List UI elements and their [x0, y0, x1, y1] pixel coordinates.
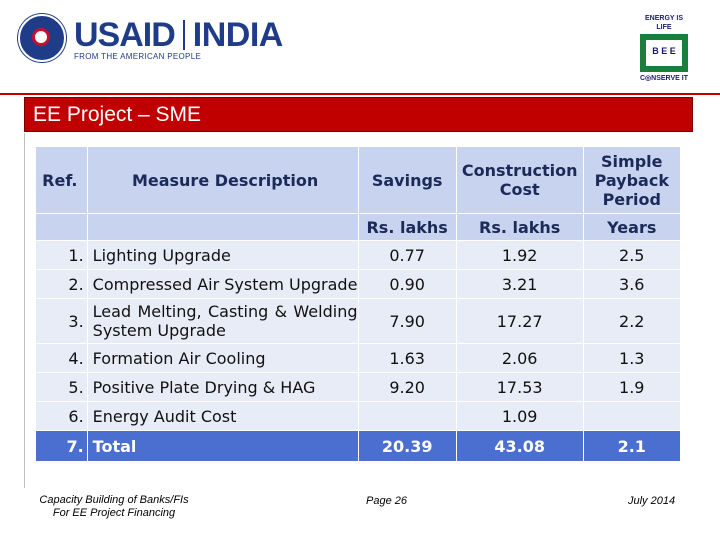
row-ref: 4. [35, 343, 88, 373]
row-description: Positive Plate Drying & HAG [86, 372, 359, 402]
row-payback [582, 401, 682, 431]
brand-tagline: FROM THE AMERICAN PEOPLE [74, 51, 202, 61]
usaid-wordmark: USAID INDIA FROM THE AMERICAN PEOPLE [74, 16, 283, 61]
row-payback: 1.3 [582, 343, 682, 373]
brand-country: INDIA [192, 15, 284, 54]
row-description: Formation Air Cooling [86, 343, 359, 373]
row-description: Energy Audit Cost [86, 401, 359, 431]
table-row: 5. Positive Plate Drying & HAG 9.20 17.5… [35, 372, 682, 402]
header-ref: Ref. [35, 146, 88, 214]
footer-date: July 2014 [628, 495, 676, 507]
header-construction-cost: Construction Cost [455, 146, 584, 214]
row-cost: 1.09 [455, 401, 584, 431]
row-savings [357, 401, 457, 431]
brand-primary: USAID [74, 15, 176, 54]
bee-top-text: ENERGY IS LIFE [645, 15, 683, 31]
row-payback: 3.6 [582, 269, 682, 299]
total-cost: 43.08 [455, 430, 584, 462]
header-description: Measure Description [86, 146, 359, 214]
unit-construction-cost: Rs. lakhs [455, 213, 584, 241]
header-savings: Savings [357, 146, 457, 214]
row-payback: 2.5 [582, 240, 682, 270]
row-cost: 17.53 [455, 372, 584, 402]
total-payback: 2.1 [582, 430, 682, 462]
footer-program-line2: For EE Project Financing [52, 507, 176, 519]
row-cost: 3.21 [455, 269, 584, 299]
usaid-seal-icon [18, 14, 66, 62]
table-units-row: Rs. lakhs Rs. lakhs Years [35, 213, 682, 241]
bee-bottom-text: C◎NSERVE IT [640, 75, 688, 82]
row-ref: 3. [35, 298, 88, 344]
row-ref: 2. [35, 269, 88, 299]
bee-logo: ENERGY IS LIFE B E E C◎NSERVE IT [638, 14, 690, 82]
ee-project-table: Ref. Measure Description Savings Constru… [35, 146, 682, 462]
row-cost: 2.06 [455, 343, 584, 373]
row-savings: 0.90 [357, 269, 457, 299]
usaid-logo: USAID INDIA FROM THE AMERICAN PEOPLE [18, 14, 283, 62]
table-row: 2. Compressed Air System Upgrade 0.90 3.… [35, 269, 682, 299]
row-payback: 1.9 [582, 372, 682, 402]
title-band: EE Project – SME [24, 97, 693, 132]
table-row: 4. Formation Air Cooling 1.63 2.06 1.3 [35, 343, 682, 373]
row-savings: 1.63 [357, 343, 457, 373]
footer-program-line1: Capacity Building of Banks/FIs [39, 494, 189, 506]
row-ref: 5. [35, 372, 88, 402]
header-payback: Simple Payback Period [582, 146, 682, 214]
row-cost: 17.27 [455, 298, 584, 344]
unit-payback: Years [582, 213, 682, 241]
total-label: Total [86, 430, 359, 462]
row-cost: 1.92 [455, 240, 584, 270]
unit-savings: Rs. lakhs [357, 213, 457, 241]
table-row: 3. Lead Melting, Casting & Welding Syste… [35, 298, 682, 344]
table-row: 6. Energy Audit Cost 1.09 [35, 401, 682, 431]
table-header-row: Ref. Measure Description Savings Constru… [35, 146, 682, 214]
row-ref: 1. [35, 240, 88, 270]
row-payback: 2.2 [582, 298, 682, 344]
row-savings: 0.77 [357, 240, 457, 270]
row-savings: 9.20 [357, 372, 457, 402]
row-savings: 7.90 [357, 298, 457, 344]
footer-page-number: Page 26 [366, 495, 407, 507]
row-ref: 6. [35, 401, 88, 431]
row-description: Lighting Upgrade [86, 240, 359, 270]
brand-divider [182, 19, 185, 50]
total-savings: 20.39 [357, 430, 457, 462]
header-divider [0, 93, 720, 95]
row-description: Compressed Air System Upgrade [86, 269, 359, 299]
footer-program: Capacity Building of Banks/FIs For EE Pr… [24, 494, 204, 520]
left-rule [24, 133, 25, 488]
row-description: Lead Melting, Casting & Welding System U… [92, 302, 358, 340]
header: USAID INDIA FROM THE AMERICAN PEOPLE ENE… [0, 0, 720, 95]
table-total-row: 7. Total 20.39 43.08 2.1 [35, 430, 682, 462]
bee-mark-text: B E E [652, 46, 676, 56]
bee-mark-icon: B E E [640, 34, 688, 72]
table-row: 1. Lighting Upgrade 0.77 1.92 2.5 [35, 240, 682, 270]
total-ref: 7. [35, 430, 88, 462]
slide-title: EE Project – SME [33, 103, 202, 126]
